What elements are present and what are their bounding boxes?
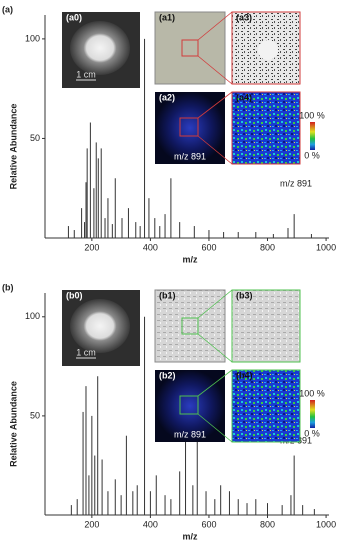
connector bbox=[197, 91, 233, 119]
connector bbox=[197, 333, 233, 363]
x-tick-label: 200 bbox=[84, 519, 99, 529]
optical-image bbox=[154, 289, 226, 363]
x-axis-label: m/z bbox=[182, 531, 198, 541]
x-tick-label: 800 bbox=[260, 519, 275, 529]
x-tick-label: 1000 bbox=[316, 242, 336, 252]
connector bbox=[197, 135, 233, 165]
inset-label: (a1) bbox=[159, 12, 175, 22]
x-tick-label: 400 bbox=[143, 519, 158, 529]
insets: 1 cm m/z 891 100 % 0 % (a0) (a1) (a3) (a2) (a4) bbox=[62, 11, 325, 165]
panel-label: (b) bbox=[2, 282, 14, 292]
x-tick-label: 400 bbox=[143, 242, 158, 252]
connector bbox=[197, 413, 233, 443]
inset-label: (b1) bbox=[159, 290, 176, 300]
roi bbox=[179, 117, 199, 137]
inset-label: (b2) bbox=[159, 370, 176, 380]
connector bbox=[197, 369, 233, 397]
y-axis-label: Relative Abundance bbox=[8, 381, 18, 467]
zoom-optical bbox=[231, 289, 301, 363]
y-axis-label: Relative Abundance bbox=[8, 104, 18, 190]
inset-label: (a2) bbox=[159, 92, 175, 102]
x-tick-label: 600 bbox=[201, 242, 216, 252]
x-tick-label: 600 bbox=[201, 519, 216, 529]
spot bbox=[258, 40, 278, 60]
ms-image bbox=[155, 92, 225, 164]
ms-image bbox=[155, 370, 225, 442]
x-tick-label: 1000 bbox=[316, 519, 336, 529]
y-tick-label: 100 bbox=[25, 311, 40, 321]
y-tick-label: 100 bbox=[25, 33, 40, 43]
dish bbox=[70, 299, 130, 353]
zoom-ms-image bbox=[231, 369, 301, 443]
scale-bar-label: 1 cm bbox=[76, 69, 96, 79]
inset-label: (b4) bbox=[236, 370, 253, 380]
colorbar-label: 0 % bbox=[304, 428, 320, 438]
image-label: m/z 891 bbox=[174, 151, 206, 161]
peak-label: m/z 891 bbox=[280, 178, 312, 188]
colorbar-label: 0 % bbox=[304, 150, 320, 160]
scale-bar-label: 1 cm bbox=[76, 347, 96, 357]
roi bbox=[179, 395, 199, 415]
dish bbox=[70, 21, 130, 75]
x-tick-label: 200 bbox=[84, 242, 99, 252]
inset-label: (b3) bbox=[236, 290, 253, 300]
inset-label: (a0) bbox=[66, 12, 82, 22]
roi bbox=[181, 317, 199, 335]
y-tick-label: 50 bbox=[30, 133, 40, 143]
roi bbox=[181, 39, 199, 57]
connector bbox=[197, 55, 233, 85]
inset-label: (a4) bbox=[236, 92, 252, 102]
connector bbox=[197, 11, 233, 41]
colorbar-label: 100 % bbox=[299, 110, 325, 120]
image-label: m/z 891 bbox=[174, 429, 206, 439]
colorbar bbox=[310, 400, 315, 428]
colorbar-label: 100 % bbox=[299, 388, 325, 398]
x-tick-label: 800 bbox=[260, 242, 275, 252]
x-axis-label: m/z bbox=[182, 254, 198, 264]
inset-label: (a3) bbox=[236, 12, 252, 22]
y-tick-label: 50 bbox=[30, 410, 40, 420]
inset-label: (b0) bbox=[66, 290, 83, 300]
insets: 1 cm m/z 891 100 % 0 % (b0) (b1) (b3) (b2) (b4) bbox=[62, 289, 325, 443]
connector bbox=[197, 289, 233, 319]
optical-image bbox=[154, 11, 226, 85]
zoom-ms-image bbox=[231, 91, 301, 165]
panel-label: (a) bbox=[2, 4, 13, 14]
colorbar bbox=[310, 122, 315, 150]
